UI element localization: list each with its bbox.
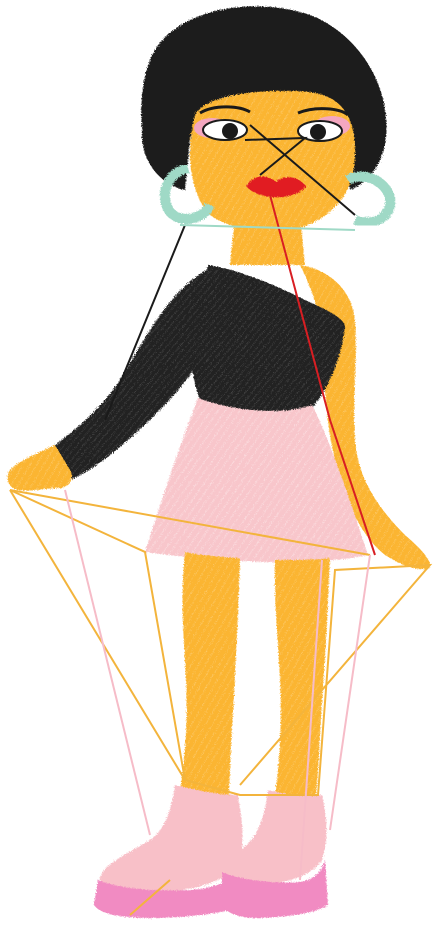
yellow-pose-line-hand [9, 489, 186, 781]
face [190, 90, 356, 232]
yellow-pose-line-foot [129, 879, 171, 916]
pink-pose-line-right-2 [329, 554, 371, 831]
green-pose-line [179, 224, 356, 231]
left-arm [7, 268, 220, 491]
black-pose-line [104, 224, 186, 421]
skirt [145, 398, 368, 563]
yellow-pose-line-left [9, 489, 371, 556]
red-pose-line [269, 194, 376, 556]
legs [180, 552, 330, 800]
top [191, 265, 345, 415]
pink-pose-line-right [299, 559, 323, 881]
left-boot [94, 785, 248, 918]
eyes [194, 105, 350, 142]
earrings [159, 163, 396, 228]
pink-pose-line-left [64, 489, 151, 836]
pose-lines [9, 124, 433, 916]
lips [246, 176, 306, 198]
black-pose-line-eyes [244, 136, 308, 176]
yellow-pose-line [9, 489, 433, 796]
hair [141, 6, 387, 190]
